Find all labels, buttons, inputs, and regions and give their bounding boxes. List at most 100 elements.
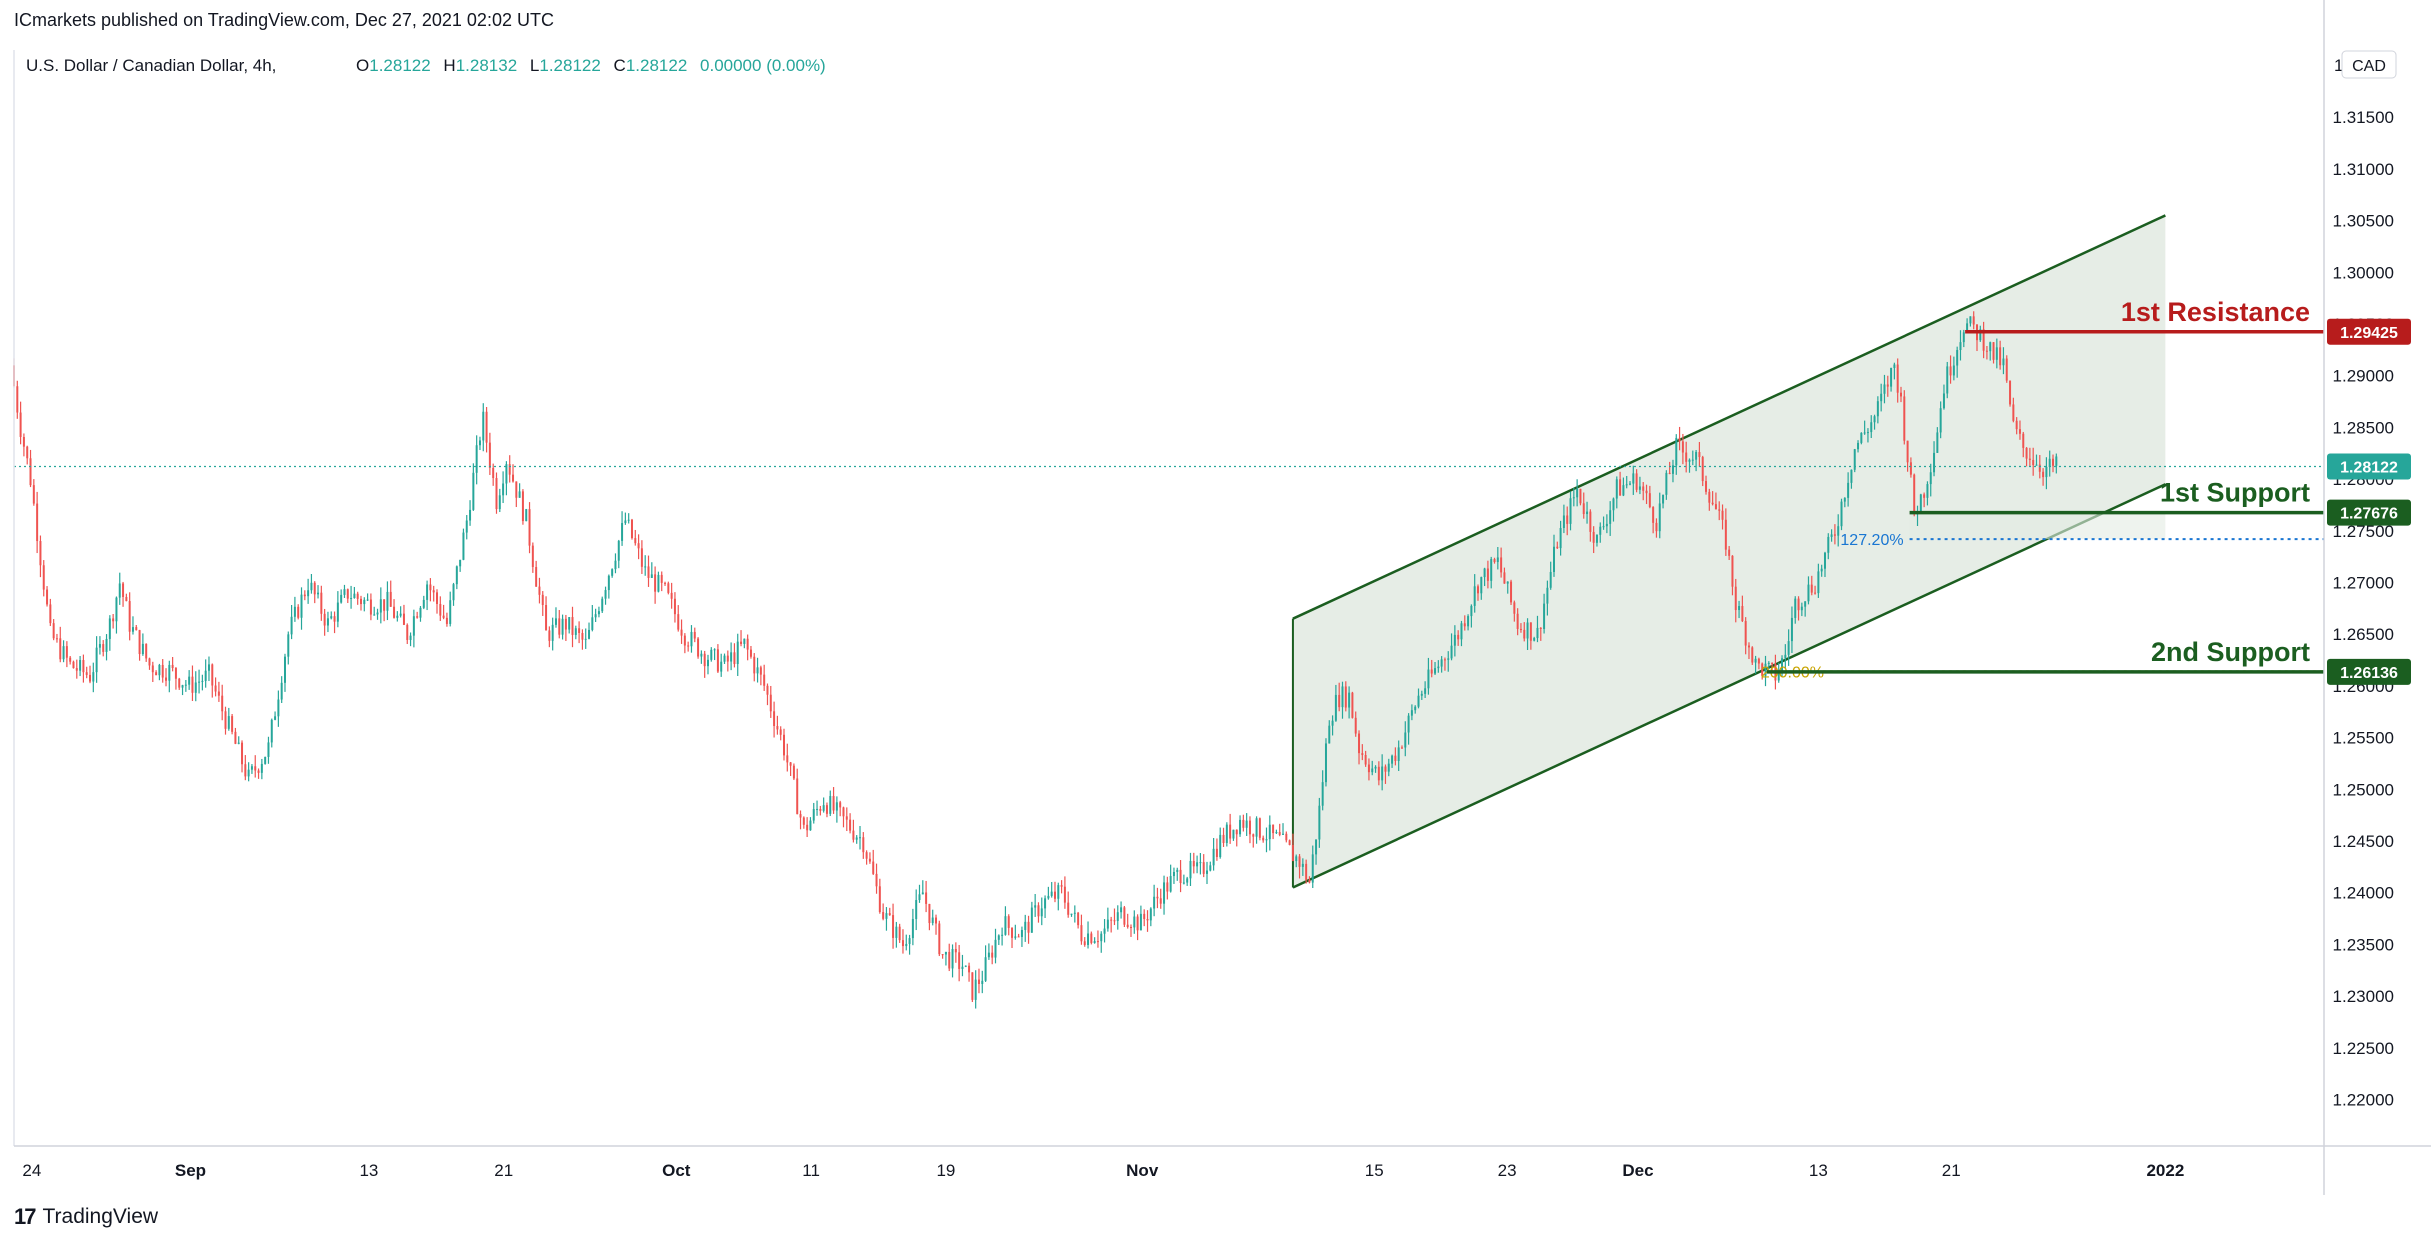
candle-body-174 (588, 629, 591, 639)
candle-body-459 (1529, 622, 1532, 641)
candle-body-415 (1384, 766, 1387, 772)
candle-body-100 (343, 589, 346, 595)
candle-body-484 (1612, 498, 1615, 511)
candle-body-196 (660, 574, 663, 583)
fib-label-0: 127.20% (1840, 532, 1903, 549)
candle-body-427 (1424, 688, 1427, 694)
candle-body-93 (320, 592, 323, 614)
candle-body-494 (1645, 490, 1648, 494)
candle-body-299 (1001, 934, 1004, 936)
candle-body-194 (654, 574, 657, 592)
candle-body-389 (1298, 856, 1301, 867)
candle-body-466 (1553, 546, 1555, 572)
candle-body-578 (1923, 494, 1926, 498)
candle-body-560 (1863, 432, 1866, 434)
currency-badge-label: CAD (2352, 58, 2386, 75)
candle-body-355 (1186, 878, 1189, 883)
candle-body-1 (16, 386, 19, 413)
candle-body-291 (974, 979, 977, 1000)
candle-body-567 (1886, 384, 1889, 387)
candle-body-89 (307, 590, 310, 597)
candle-body-41 (148, 658, 151, 666)
candle-body-405 (1351, 692, 1354, 718)
candle-body-38 (138, 630, 141, 655)
candle-body-70 (244, 764, 247, 777)
candle-body-414 (1381, 766, 1384, 781)
candle-body-78 (270, 719, 273, 743)
candle-body-185 (624, 520, 627, 524)
candle-body-233 (783, 734, 785, 756)
last-price-badge-label: 1.28122 (2340, 459, 2398, 476)
candle-body-44 (158, 664, 161, 676)
price-axis[interactable]: 1.22000 1.22500 1.23000 1.23500 1.24000 1.245… (2327, 56, 2411, 1109)
candle-body-561 (1866, 432, 1869, 434)
candle-body-304 (1017, 936, 1020, 938)
candle-body-199 (670, 592, 673, 599)
candle-body-369 (1232, 829, 1235, 839)
level-name-1: 1st Support (2160, 478, 2310, 508)
candle-body-610 (2028, 458, 2031, 460)
candle-body-35 (128, 601, 131, 632)
candle-body-545 (1814, 592, 1817, 594)
candle-body-538 (1790, 617, 1793, 642)
candle-body-195 (657, 574, 660, 592)
candle-body-266 (892, 915, 895, 938)
level-name-0: 1st Resistance (2121, 297, 2310, 327)
candle-body-611 (2032, 459, 2035, 466)
candle-body-269 (901, 940, 904, 947)
candle-body-107 (366, 599, 369, 601)
candle-body-122 (416, 616, 419, 618)
candle-body-287 (961, 966, 964, 969)
candle-body-254 (852, 830, 855, 840)
candle-body-50 (178, 678, 181, 688)
candle-body-439 (1463, 623, 1466, 627)
candle-body-413 (1377, 766, 1380, 781)
candle-body-263 (882, 912, 885, 919)
candle-body-432 (1440, 659, 1443, 667)
candle-body-418 (1394, 755, 1397, 761)
candle-body-251 (842, 807, 845, 817)
candle-body-240 (806, 824, 809, 831)
candle-body-331 (1106, 919, 1109, 929)
candle-body-247 (829, 796, 832, 814)
candle-body-14 (59, 638, 62, 660)
tradingview-footer[interactable]: 17 TradingView (14, 1204, 158, 1230)
candle-body-583 (1939, 408, 1942, 433)
candle-body-430 (1434, 668, 1437, 674)
candle-body-220 (740, 641, 743, 644)
candle-body-577 (1919, 494, 1922, 512)
time-axis[interactable]: 24 Sep 13 21 Oct 11 19 Nov 15 23 Dec 13 21 2022 (22, 1161, 2184, 1180)
candle-body-460 (1533, 638, 1536, 641)
candle-body-593 (1972, 316, 1975, 325)
candle-body-336 (1123, 907, 1126, 925)
candle-body-108 (369, 599, 372, 615)
candle-body-384 (1282, 833, 1285, 835)
candle-body-188 (634, 538, 637, 544)
price-tick-18: 1.31000 (2333, 160, 2394, 179)
candle-body-163 (551, 624, 554, 641)
candle-body-19 (75, 668, 78, 671)
candle-body-332 (1110, 919, 1113, 921)
currency-badge[interactable]: CAD (2341, 50, 2397, 79)
candle-body-202 (680, 629, 683, 636)
candle-body-452 (1506, 581, 1509, 584)
time-tick-0: 24 (22, 1161, 41, 1180)
candle-body-141 (478, 440, 481, 446)
candle-body-211 (710, 649, 713, 660)
candle-body-481 (1602, 526, 1605, 528)
candle-body-450 (1500, 557, 1503, 573)
candle-body-372 (1242, 819, 1245, 828)
candle-body-390 (1301, 863, 1304, 867)
candle-body-381 (1272, 824, 1275, 834)
candle-body-608 (2022, 433, 2025, 448)
candle-body-149 (505, 464, 508, 484)
candle-body-150 (508, 464, 511, 475)
candle-body-315 (1053, 891, 1056, 899)
candle-body-562 (1870, 422, 1873, 433)
candle-body-116 (396, 615, 399, 618)
candle-body-434 (1447, 658, 1450, 660)
candle-body-187 (630, 519, 633, 539)
candle-body-75 (260, 763, 263, 773)
candle-body-501 (1668, 472, 1671, 474)
